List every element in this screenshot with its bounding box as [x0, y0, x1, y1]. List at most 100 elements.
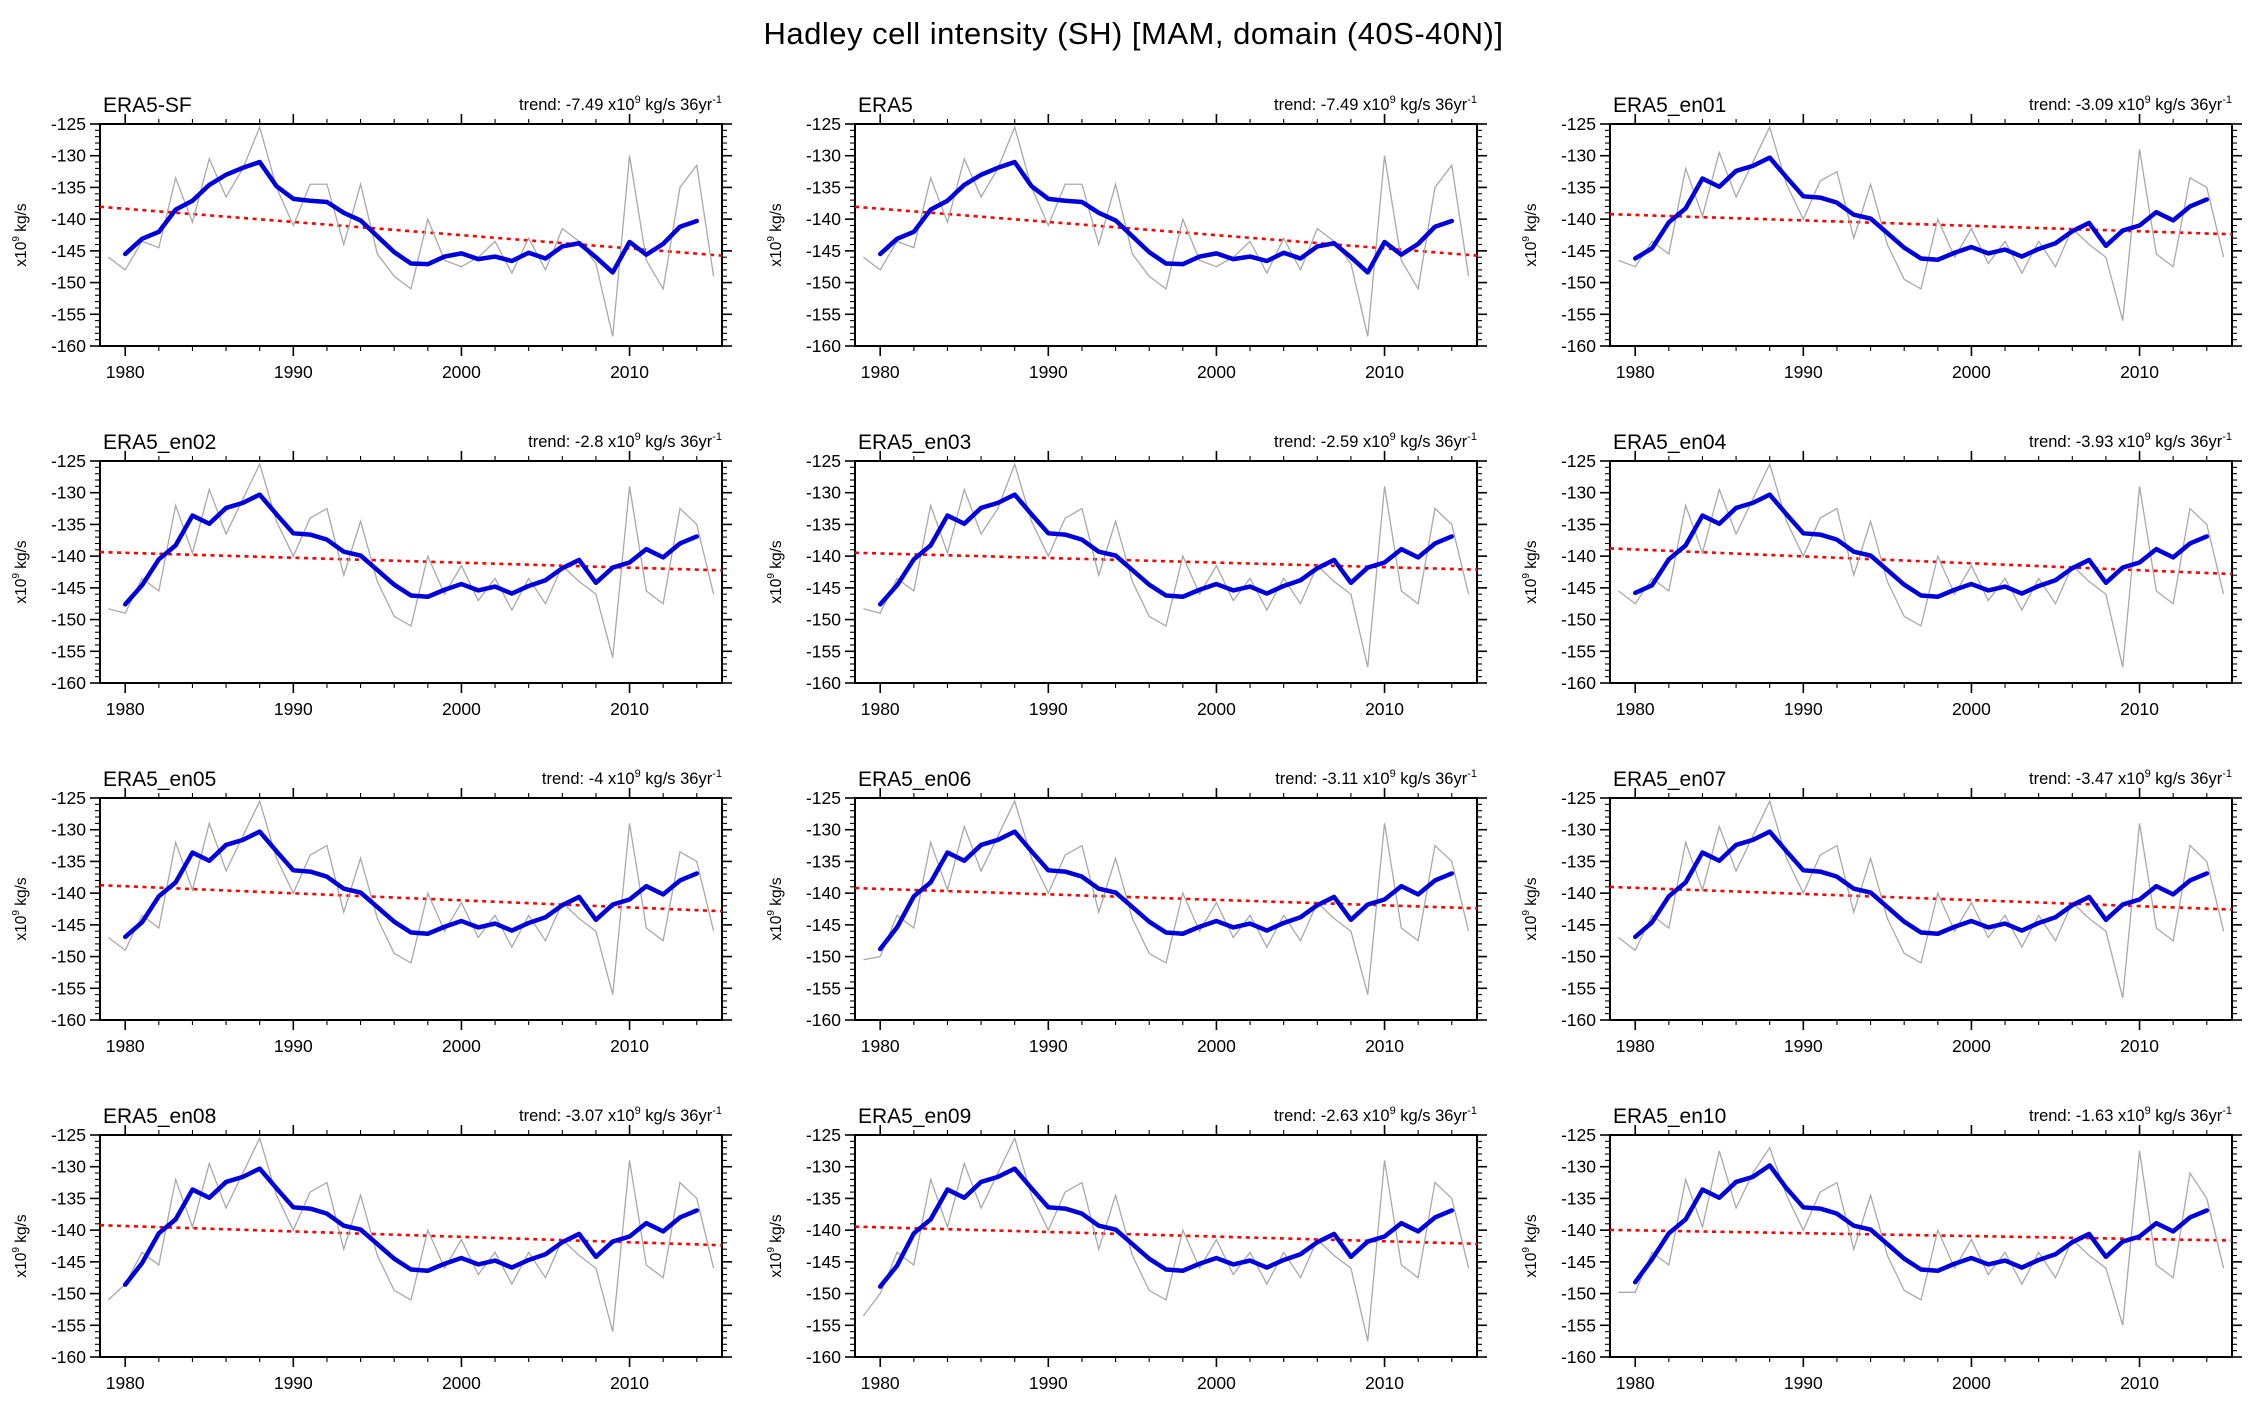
panel-title: ERA5_en06	[858, 768, 971, 791]
y-tick-label: -150	[51, 947, 86, 967]
x-tick-label: 1990	[274, 362, 313, 382]
x-tick-label: 1980	[106, 1036, 145, 1056]
y-tick-label: -155	[51, 641, 86, 661]
y-tick-label: -160	[806, 1010, 841, 1030]
y-axis-unit-label: x109 kg/s	[1521, 877, 1540, 941]
y-tick-label: -150	[806, 1284, 841, 1304]
panel-chart-era5: ERA5 trend: -7.49 x109 kg/s 36yr-1 -125 -13…	[766, 94, 1487, 382]
annual-series-line	[863, 125, 1470, 337]
x-tick-label: 2010	[1365, 1036, 1404, 1056]
axis-ticks	[90, 788, 732, 1030]
y-tick-label: -125	[806, 451, 841, 471]
trend-line	[1609, 885, 2233, 911]
trend-label: trend: -3.47 x109 kg/s 36yr-1	[2029, 768, 2232, 788]
trend-label: trend: -1.63 x109 kg/s 36yr-1	[2029, 1105, 2232, 1125]
y-tick-label: -155	[51, 1315, 86, 1335]
x-tick-label: 2010	[2120, 362, 2159, 382]
y-tick-label: -150	[1561, 947, 1596, 967]
smooth-series-line	[877, 829, 1455, 952]
y-tick-label: -150	[806, 273, 841, 293]
y-tick-label: -155	[806, 304, 841, 324]
y-tick-label: -140	[806, 1220, 841, 1240]
axis-ticks	[1600, 788, 2242, 1030]
x-tick-label: 1990	[1029, 1036, 1068, 1056]
trend-line	[1609, 1228, 2233, 1242]
x-tick-label: 1980	[1616, 1373, 1655, 1393]
y-tick-label: -130	[806, 146, 841, 166]
x-tick-label: 2010	[1365, 699, 1404, 719]
annual-series-line	[863, 462, 1470, 668]
panel-title: ERA5	[858, 94, 913, 117]
y-axis-unit-label: x109 kg/s	[1521, 540, 1540, 604]
panel-title: ERA5-SF	[103, 94, 192, 117]
trend-label: trend: -3.93 x109 kg/s 36yr-1	[2029, 431, 2232, 451]
y-tick-label: -130	[51, 820, 86, 840]
x-tick-label: 2000	[1952, 362, 1991, 382]
panel-chart-era5-en07: ERA5_en07 trend: -3.47 x109 kg/s 36yr-1 -1…	[1521, 768, 2242, 1056]
x-tick-label: 1980	[1616, 699, 1655, 719]
panel-title: ERA5_en05	[103, 768, 216, 791]
y-tick-label: -145	[806, 578, 841, 598]
y-tick-label: -135	[51, 514, 86, 534]
y-tick-label: -130	[806, 483, 841, 503]
plot-border	[99, 123, 723, 347]
y-tick-label: -130	[51, 483, 86, 503]
x-tick-label: 2000	[1197, 1036, 1236, 1056]
panel-chart-era5-en06: ERA5_en06 trend: -3.11 x109 kg/s 36yr-1 -1…	[766, 768, 1487, 1056]
panel-chart-era5-en04: ERA5_en04 trend: -3.93 x109 kg/s 36yr-1 -1…	[1521, 431, 2242, 719]
y-tick-label: -140	[51, 1220, 86, 1240]
y-tick-label: -125	[51, 788, 86, 808]
panel-title: ERA5_en07	[1613, 768, 1726, 791]
axis-ticks	[90, 114, 732, 356]
y-tick-label: -155	[806, 978, 841, 998]
x-tick-label: 1980	[106, 1373, 145, 1393]
x-tick-label: 2010	[1365, 1373, 1404, 1393]
x-tick-label: 1990	[274, 699, 313, 719]
panel-era5-en07: ERA5_en07 trend: -3.47 x109 kg/s 36yr-1 -1…	[1510, 734, 2265, 1071]
smooth-series-line	[122, 492, 700, 607]
y-tick-label: -135	[51, 1188, 86, 1208]
panel-era5-en04: ERA5_en04 trend: -3.93 x109 kg/s 36yr-1 -1…	[1510, 397, 2265, 734]
y-tick-label: -125	[1561, 451, 1596, 471]
axis-ticks	[845, 114, 1487, 356]
y-tick-label: -140	[1561, 1220, 1596, 1240]
x-tick-label: 1990	[1784, 1036, 1823, 1056]
x-tick-label: 1990	[1784, 699, 1823, 719]
annual-series-line	[107, 1136, 715, 1332]
x-tick-label: 1990	[1029, 362, 1068, 382]
trend-label: trend: -3.11 x109 kg/s 36yr-1	[1275, 768, 1477, 788]
y-tick-label: -135	[1561, 1188, 1596, 1208]
x-tick-label: 2010	[1365, 362, 1404, 382]
plot-border	[854, 797, 1478, 1021]
x-tick-label: 2000	[1197, 699, 1236, 719]
panel-era5-sf: ERA5-SF trend: -7.49 x109 kg/s 36yr-1 -125…	[0, 60, 755, 397]
panel-title: ERA5_en01	[1613, 94, 1726, 117]
panel-title: ERA5_en10	[1613, 1105, 1726, 1128]
annual-series-line	[1618, 799, 2225, 998]
plot-border	[854, 123, 1478, 347]
y-axis-unit-label: x109 kg/s	[766, 877, 785, 941]
y-tick-label: -125	[806, 788, 841, 808]
y-tick-label: -160	[806, 336, 841, 356]
trend-label: trend: -3.07 x109 kg/s 36yr-1	[519, 1105, 722, 1125]
panel-title: ERA5_en08	[103, 1105, 216, 1128]
y-tick-label: -150	[806, 610, 841, 630]
y-tick-label: -160	[1561, 336, 1596, 356]
x-tick-label: 1980	[861, 362, 900, 382]
y-tick-label: -125	[1561, 788, 1596, 808]
x-tick-label: 2010	[610, 1036, 649, 1056]
annual-series-line	[108, 125, 715, 337]
y-tick-label: -145	[1561, 241, 1596, 261]
panel-chart-era5-en03: ERA5_en03 trend: -2.59 x109 kg/s 36yr-1 -1…	[766, 431, 1487, 719]
panel-era5-en05: ERA5_en05 trend: -4 x109 kg/s 36yr-1 -125 -…	[0, 734, 755, 1071]
y-tick-label: -140	[806, 883, 841, 903]
y-tick-label: -140	[51, 883, 86, 903]
smooth-series-line	[122, 829, 700, 940]
y-tick-label: -155	[806, 641, 841, 661]
y-tick-label: -130	[806, 820, 841, 840]
x-tick-label: 1980	[106, 362, 145, 382]
trend-label: trend: -3.09 x109 kg/s 36yr-1	[2029, 94, 2232, 114]
y-tick-label: -150	[51, 1284, 86, 1304]
panel-title: ERA5_en02	[103, 431, 216, 454]
y-tick-label: -155	[806, 1315, 841, 1335]
